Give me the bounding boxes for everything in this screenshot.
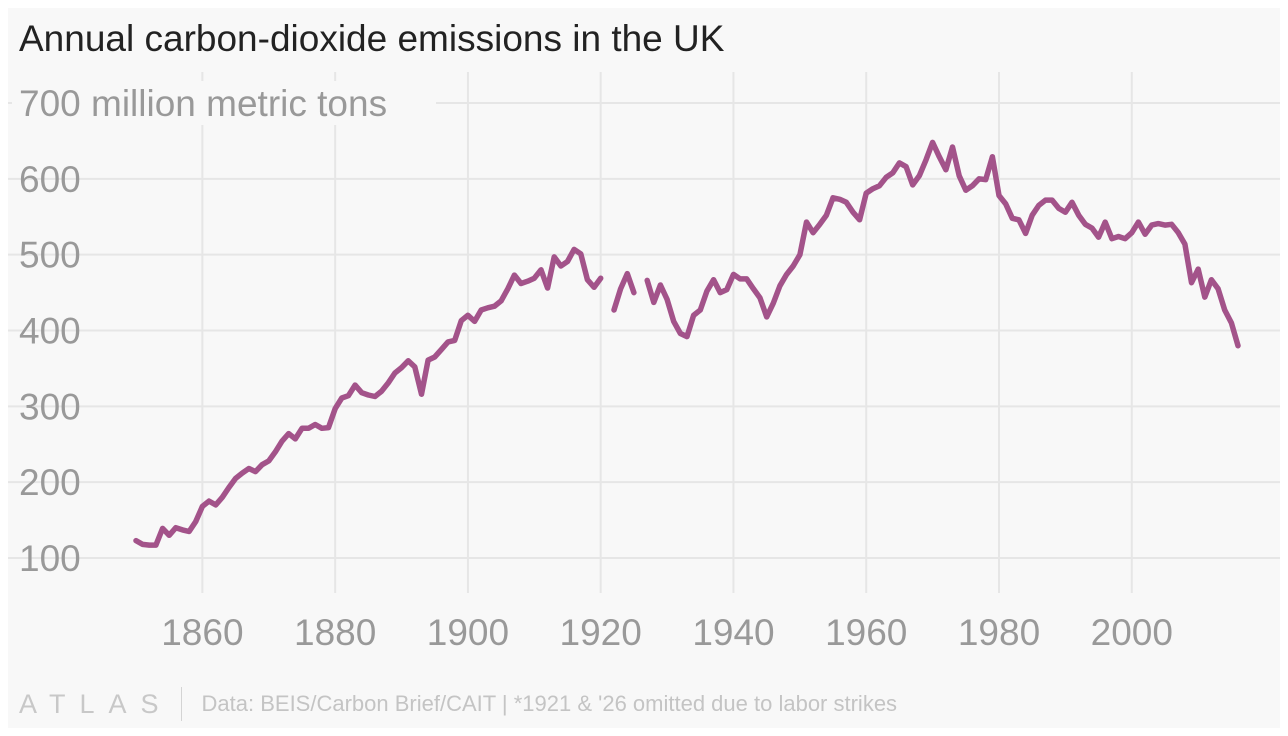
y-tick-label: 300 bbox=[19, 386, 81, 427]
chart-frame bbox=[8, 8, 1280, 728]
emissions-line-segment bbox=[611, 270, 637, 313]
x-axis-ticks: 1860 1880 1900 1920 1940 1960 1980 2000 bbox=[161, 612, 1173, 653]
x-tick-label: 1900 bbox=[427, 612, 509, 653]
data-series bbox=[133, 139, 1241, 548]
footer: ATLAS Data: BEIS/Carbon Brief/CAIT | *19… bbox=[19, 686, 897, 722]
x-tick-label: 1920 bbox=[560, 612, 642, 653]
y-axis-ticks: 100 200 300 400 500 600 700 million metric ton… bbox=[12, 81, 436, 579]
y-tick-label: 100 bbox=[19, 538, 81, 579]
source-note: Data: BEIS/Carbon Brief/CAIT | *1921 & '… bbox=[201, 691, 898, 716]
emissions-line-segment bbox=[133, 246, 604, 548]
emissions-line-segment bbox=[644, 139, 1241, 349]
y-tick-label: 400 bbox=[19, 311, 81, 352]
x-tick-label: 1940 bbox=[692, 612, 774, 653]
x-tick-label: 1860 bbox=[161, 612, 243, 653]
y-tick-label: 600 bbox=[19, 159, 81, 200]
x-tick-label: 1960 bbox=[825, 612, 907, 653]
footer-divider bbox=[180, 687, 182, 721]
x-tick-label: 2000 bbox=[1091, 612, 1173, 653]
y-axis-unit-label-bg bbox=[12, 81, 436, 125]
chart-title: Annual carbon-dioxide emissions in the U… bbox=[19, 18, 725, 59]
atlas-logo: ATLAS bbox=[19, 688, 173, 719]
y-tick-label: 200 bbox=[19, 462, 81, 503]
x-tick-label: 1880 bbox=[294, 612, 376, 653]
y-tick-label: 700 million metric tons bbox=[19, 83, 387, 124]
x-tick-label: 1980 bbox=[958, 612, 1040, 653]
y-tick-label: 500 bbox=[19, 235, 81, 276]
